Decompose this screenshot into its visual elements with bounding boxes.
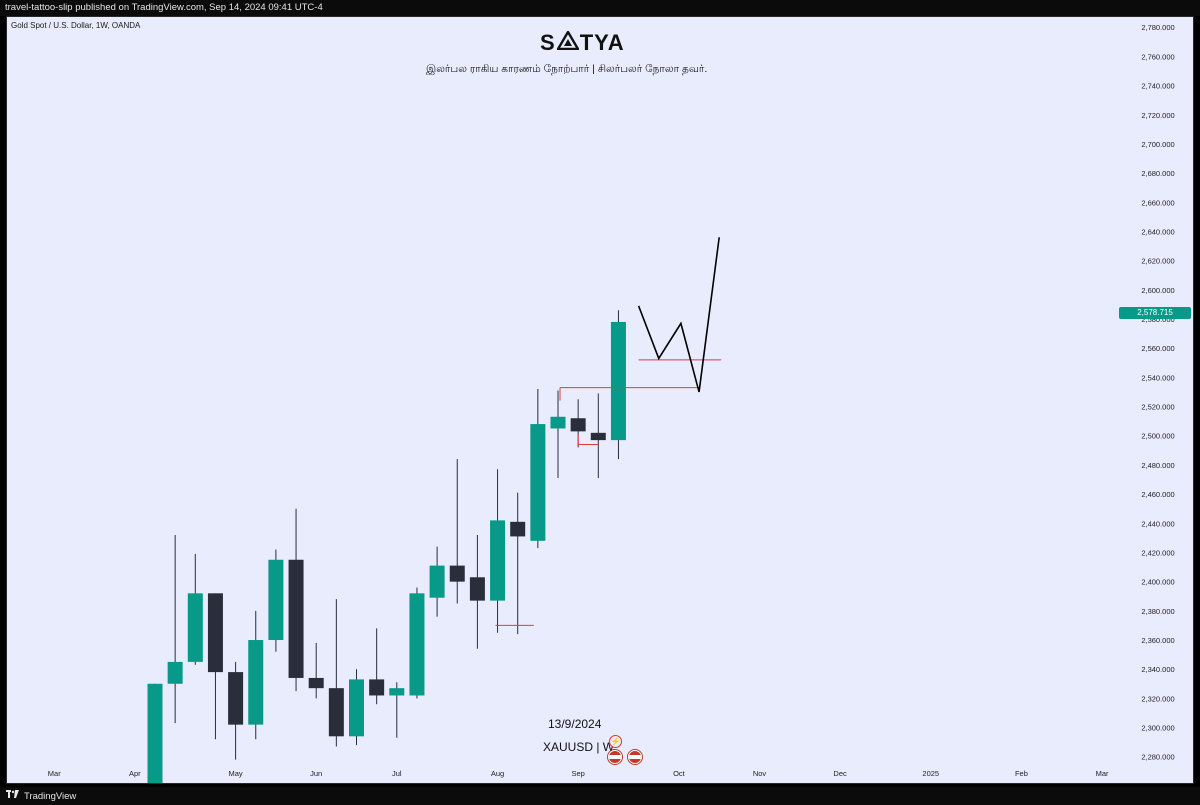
y-tick-label: 2,580.000 <box>1141 315 1174 324</box>
chart-frame[interactable] <box>6 16 1194 784</box>
bull-candle <box>429 565 445 598</box>
y-tick-label: 2,300.000 <box>1141 724 1174 733</box>
triangle-eye-icon <box>555 29 580 56</box>
y-tick-label: 2,780.000 <box>1141 23 1174 32</box>
tradingview-logo-icon <box>6 790 20 802</box>
dividend-event-icon[interactable]: ⚡ <box>609 735 622 748</box>
bull-candle <box>389 688 405 696</box>
date-label: 13/9/2024 <box>548 717 602 731</box>
tagline: இலர்பல ராகிய காரணம் நோற்பார் | சிலர்பலர்… <box>426 63 708 75</box>
bull-candle <box>167 661 183 684</box>
x-tick-label: Dec <box>833 769 847 778</box>
brand-label: TradingView <box>24 790 77 802</box>
symbol-description: Gold Spot / U.S. Dollar, 1W, OANDA <box>11 21 141 30</box>
bear-candle <box>207 593 223 673</box>
y-tick-label: 2,620.000 <box>1141 257 1174 266</box>
y-tick-label: 2,660.000 <box>1141 198 1174 207</box>
tradingview-brand[interactable]: TradingView <box>6 790 76 802</box>
bull-candle <box>610 321 626 441</box>
bull-candle <box>490 520 506 601</box>
y-tick-label: 2,640.000 <box>1141 227 1174 236</box>
y-tick-label: 2,680.000 <box>1141 169 1174 178</box>
y-tick-label: 2,420.000 <box>1141 548 1174 557</box>
bear-candle <box>369 679 385 696</box>
bear-candle <box>288 559 304 678</box>
y-tick-label: 2,480.000 <box>1141 461 1174 470</box>
bear-candle <box>328 688 344 737</box>
y-tick-label: 2,320.000 <box>1141 694 1174 703</box>
top-bar: travel-tattoo-slip published on TradingV… <box>0 0 1200 16</box>
x-tick-label: Nov <box>753 769 767 778</box>
brand-title: S TYA <box>540 29 625 56</box>
bull-candle <box>248 640 264 725</box>
x-tick-label: May <box>229 769 243 778</box>
bull-candle <box>349 679 364 737</box>
plot-area <box>147 237 722 783</box>
bear-candle <box>308 677 324 689</box>
y-tick-label: 2,380.000 <box>1141 607 1174 616</box>
bull-candle <box>187 593 203 662</box>
bear-candle <box>590 432 606 441</box>
bear-candle <box>228 672 244 725</box>
ticker-label: XAUUSD | W <box>543 740 615 754</box>
y-tick-label: 2,700.000 <box>1141 140 1174 149</box>
bear-candle <box>449 565 465 582</box>
bull-candle <box>409 593 425 696</box>
bear-candle <box>570 418 586 432</box>
y-tick-label: 2,340.000 <box>1141 665 1174 674</box>
x-tick-label: Jul <box>392 769 402 778</box>
bull-candle <box>147 683 163 783</box>
bear-candle <box>510 521 526 537</box>
y-tick-label: 2,740.000 <box>1141 82 1174 91</box>
x-tick-label: Aug <box>491 769 504 778</box>
bear-candle <box>469 577 485 601</box>
y-tick-label: 2,360.000 <box>1141 636 1174 645</box>
x-tick-label: Sep <box>571 769 584 778</box>
x-tick-label: Feb <box>1015 769 1028 778</box>
y-tick-label: 2,500.000 <box>1141 432 1174 441</box>
y-tick-label: 2,600.000 <box>1141 286 1174 295</box>
us-flag-icon[interactable] <box>608 750 622 764</box>
y-tick-label: 2,540.000 <box>1141 373 1174 382</box>
bull-candle <box>268 559 284 641</box>
x-tick-label: Apr <box>129 769 141 778</box>
x-tick-label: Mar <box>48 769 61 778</box>
y-tick-label: 2,440.000 <box>1141 519 1174 528</box>
x-tick-label: Jun <box>310 769 322 778</box>
y-tick-label: 2,720.000 <box>1141 111 1174 120</box>
last-price-tag: 2,578.715 <box>1119 307 1191 319</box>
brand-title-left: S <box>540 30 556 55</box>
price-chart[interactable]: 2,280.000 2,300.000 2,320.000 2,340.000 2,36… <box>0 0 1200 787</box>
x-tick-label: 2025 <box>922 769 939 778</box>
projection-path <box>637 237 720 393</box>
bull-candle <box>550 416 566 429</box>
y-tick-label: 2,280.000 <box>1141 753 1174 762</box>
y-tick-label: 2,520.000 <box>1141 403 1174 412</box>
y-tick-label: 2,400.000 <box>1141 578 1174 587</box>
publish-info: travel-tattoo-slip published on TradingV… <box>5 2 323 13</box>
us-flag-icon[interactable] <box>628 750 642 764</box>
y-tick-label: 2,560.000 <box>1141 344 1174 353</box>
bull-candle <box>530 424 546 541</box>
x-tick-label: Mar <box>1096 769 1109 778</box>
bottom-bar: TradingView <box>0 787 1200 805</box>
y-tick-label: 2,460.000 <box>1141 490 1174 499</box>
brand-title-right: TYA <box>579 30 625 55</box>
y-tick-label: 2,760.000 <box>1141 52 1174 61</box>
x-tick-label: Oct <box>673 769 686 778</box>
